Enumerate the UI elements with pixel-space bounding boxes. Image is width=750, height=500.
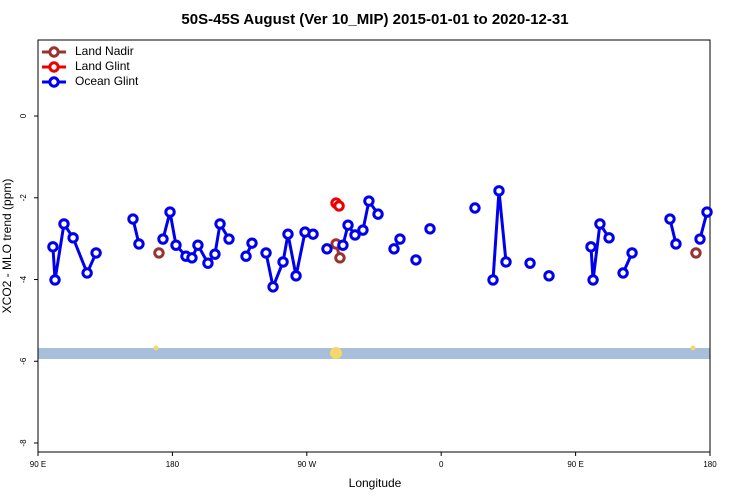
data-point: [214, 218, 226, 230]
y-tick-label: -4: [19, 275, 28, 283]
data-point: [186, 252, 198, 264]
data-point: [357, 224, 369, 236]
data-point: [333, 200, 345, 212]
data-point: [321, 243, 333, 255]
legend-label: Land Glint: [75, 59, 130, 73]
data-point: [209, 248, 221, 260]
data-point: [603, 232, 615, 244]
data-point: [290, 270, 302, 282]
data-point: [277, 256, 289, 268]
data-point: [670, 238, 682, 250]
data-point: [626, 247, 638, 259]
coverage-dot: [690, 345, 696, 351]
data-point: [394, 233, 406, 245]
legend-label: Ocean Glint: [75, 74, 139, 88]
y-axis-label: XCO2 - MLO trend (ppm): [0, 179, 14, 314]
data-point: [90, 247, 102, 259]
x-tick-label: 90 E: [30, 460, 46, 469]
data-point: [260, 247, 272, 259]
y-tick-label: 0: [19, 113, 28, 118]
data-point: [701, 206, 713, 218]
data-point: [58, 218, 70, 230]
data-point: [153, 247, 165, 259]
data-point: [543, 270, 555, 282]
data-point: [424, 223, 436, 235]
data-point: [487, 274, 499, 286]
data-point: [67, 232, 79, 244]
data-point: [342, 219, 354, 231]
data-point: [349, 229, 361, 241]
data-point: [337, 239, 349, 251]
coverage-band: [38, 348, 710, 359]
data-point: [282, 228, 294, 240]
legend-label: Land Nadir: [75, 44, 134, 58]
data-point: [500, 256, 512, 268]
data-point: [363, 195, 375, 207]
data-point: [246, 237, 258, 249]
plot-frame: [37, 39, 711, 453]
x-tick-label: 90 E: [567, 460, 583, 469]
data-point: [133, 238, 145, 250]
data-point: [690, 247, 702, 259]
series-line: [589, 219, 611, 281]
legend-marker: [48, 61, 60, 73]
data-point: [202, 257, 214, 269]
data-point: [192, 239, 204, 251]
data-point: [157, 233, 169, 245]
x-tick-label: 180: [703, 460, 717, 469]
data-point: [493, 185, 505, 197]
x-tick-label: 90 W: [297, 460, 316, 469]
x-axis-label: Longitude: [349, 476, 402, 490]
legend-marker: [48, 76, 60, 88]
data-point: [223, 233, 235, 245]
data-point: [410, 254, 422, 266]
data-point: [587, 274, 599, 286]
y-tick-label: -8: [19, 439, 28, 447]
data-point: [664, 213, 676, 225]
data-point: [170, 239, 182, 251]
x-tick-label: 0: [439, 460, 444, 469]
series-line: [161, 211, 231, 266]
coverage-dot: [330, 347, 342, 359]
data-point: [240, 250, 252, 262]
y-tick-label: -6: [19, 357, 28, 365]
data-point: [694, 233, 706, 245]
data-point: [49, 274, 61, 286]
data-point: [372, 208, 384, 220]
data-point: [594, 218, 606, 230]
data-point: [307, 228, 319, 240]
data-point: [47, 241, 59, 253]
data-point: [127, 213, 139, 225]
y-tick-label: -2: [19, 194, 28, 202]
x-tick-label: 180: [166, 460, 180, 469]
data-point: [267, 281, 279, 293]
data-point: [334, 252, 346, 264]
chart-title: 50S-45S August (Ver 10_MIP) 2015-01-01 t…: [181, 11, 568, 28]
data-point: [585, 241, 597, 253]
data-point: [524, 257, 536, 269]
coverage-dot: [153, 345, 159, 351]
series-line: [264, 230, 314, 293]
data-point: [81, 267, 93, 279]
data-point: [164, 206, 176, 218]
data-point: [469, 202, 481, 214]
data-point: [388, 243, 400, 255]
data-point: [617, 267, 629, 279]
legend-marker: [48, 46, 60, 58]
